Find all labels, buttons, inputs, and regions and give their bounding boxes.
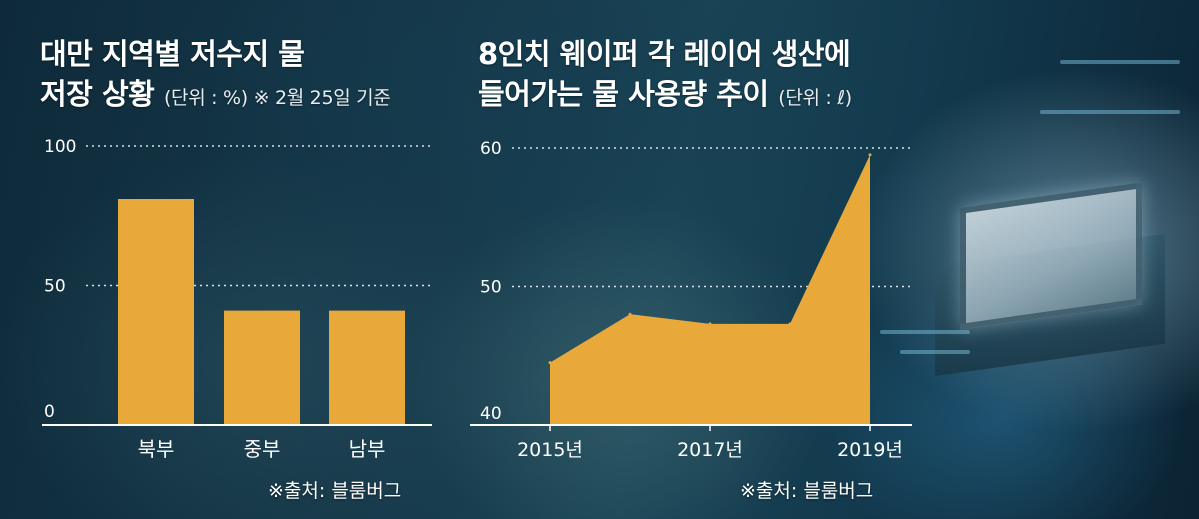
bar-3 xyxy=(329,310,405,425)
bar-1 xyxy=(118,199,194,425)
left-title-line1: 대만 지역별 저수지 물 xyxy=(40,37,305,71)
area-series xyxy=(550,154,870,426)
area-ytick-label: 40 xyxy=(480,404,502,424)
bar-2 xyxy=(224,310,300,425)
area-ytick-label: 60 xyxy=(480,139,502,159)
circuit-trace xyxy=(1040,110,1180,114)
bar-category-label: 남부 xyxy=(349,437,386,461)
right-title-line1: 8인치 웨이퍼 각 레이어 생산에 xyxy=(478,37,851,71)
right-unit-note: (단위 : ℓ) xyxy=(778,87,852,109)
area-point xyxy=(868,153,872,157)
right-title-line2: 들어가는 물 사용량 추이 xyxy=(478,77,769,111)
bar-ytick-label: 50 xyxy=(44,277,66,297)
circuit-trace xyxy=(1060,60,1180,64)
circuit-trace xyxy=(880,330,970,334)
area-point xyxy=(788,322,792,326)
area-ytick-label: 50 xyxy=(480,278,502,298)
right-title-line2-row: 들어가는 물 사용량 추이 (단위 : ℓ) xyxy=(478,74,852,118)
area-point xyxy=(628,312,632,316)
area-point xyxy=(548,361,552,365)
left-title-line2-row: 저장 상황 (단위 : %) ※ 2월 25일 기준 xyxy=(40,74,391,118)
left-unit-note: (단위 : %) ※ 2월 25일 기준 xyxy=(163,87,391,109)
left-title-line2: 저장 상황 xyxy=(40,77,155,111)
area-xtick-label: 2015년 xyxy=(517,439,583,461)
right-source: ※출처: 블룸버그 xyxy=(740,480,874,502)
area-xtick-label: 2019년 xyxy=(837,439,903,461)
circuit-trace xyxy=(900,350,970,354)
area-xtick-label: 2017년 xyxy=(677,439,743,461)
left-source: ※출처: 블룸버그 xyxy=(268,480,402,502)
bar-ytick-label: 0 xyxy=(44,402,55,422)
bar-ytick-label: 100 xyxy=(44,137,76,157)
bar-category-label: 북부 xyxy=(138,437,175,461)
area-point xyxy=(708,322,712,326)
bar-category-label: 중부 xyxy=(244,437,281,461)
